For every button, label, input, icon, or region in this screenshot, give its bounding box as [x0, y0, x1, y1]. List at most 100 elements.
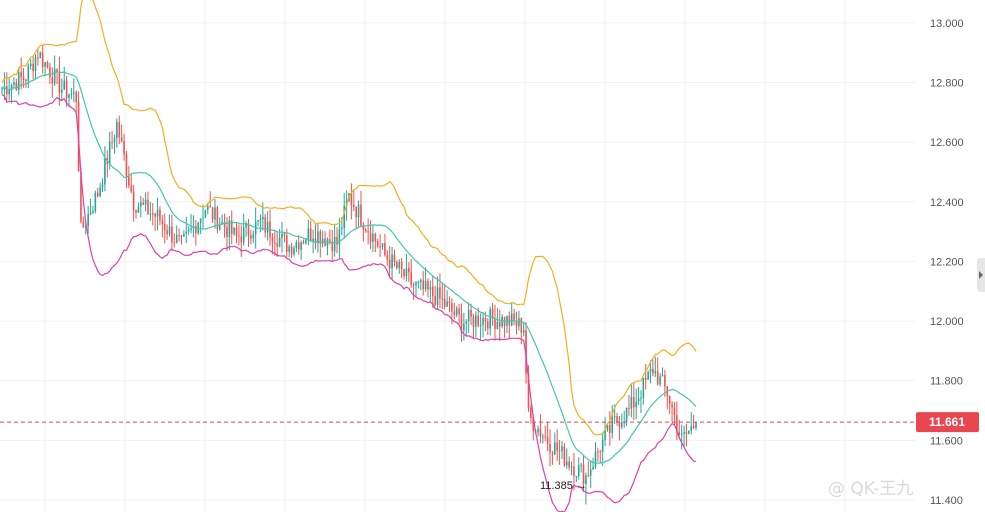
- candle-body: [671, 404, 673, 408]
- candle-body: [513, 313, 515, 321]
- candle-body: [357, 204, 360, 218]
- price-axis[interactable]: 13.000 12.800 12.600 12.400 12.200 12.000 11.8…: [930, 18, 964, 507]
- candle-body: [439, 287, 441, 299]
- candle-body: [41, 52, 44, 67]
- candle-body: [34, 57, 37, 72]
- candle-body: [147, 199, 149, 215]
- candle-body: [350, 192, 353, 205]
- candle-body: [470, 309, 472, 317]
- candle-body: [642, 377, 645, 398]
- candle-body: [520, 318, 523, 333]
- candle-body: [70, 93, 73, 95]
- candle-body: [44, 62, 46, 67]
- candle-body: [207, 206, 209, 210]
- candle-body: [630, 396, 633, 409]
- candle-body: [233, 227, 235, 234]
- candle-body: [434, 296, 436, 305]
- candle-body: [594, 451, 597, 467]
- candle-body: [475, 315, 477, 327]
- candle-body: [116, 122, 118, 139]
- candle-body: [613, 416, 616, 418]
- candle-body: [305, 240, 307, 244]
- candle-body: [446, 301, 448, 307]
- candle-body: [99, 187, 101, 196]
- candle-body: [92, 211, 94, 214]
- candle-body: [575, 475, 578, 477]
- candle-body: [8, 90, 10, 95]
- current-price-text: 11.661: [929, 415, 965, 429]
- candle-body: [422, 280, 424, 290]
- candle-body: [364, 229, 367, 232]
- candle-body: [551, 452, 554, 455]
- candle-body: [218, 224, 221, 230]
- candle-body: [173, 242, 176, 244]
- candle-body: [487, 321, 489, 329]
- candle-body: [226, 227, 228, 237]
- candle-body: [307, 228, 310, 241]
- candle-body: [216, 207, 219, 230]
- candle-body: [632, 396, 635, 408]
- candle-body: [680, 433, 683, 435]
- candle-body: [56, 68, 58, 72]
- candle-body: [20, 72, 22, 78]
- candle-body: [149, 213, 152, 215]
- candle-body: [29, 63, 32, 66]
- candle-body: [281, 233, 283, 238]
- candle-body: [412, 284, 415, 286]
- candle-body: [417, 281, 420, 283]
- candle-body: [640, 397, 642, 399]
- candle-body: [276, 243, 279, 247]
- candle-body: [522, 330, 525, 333]
- candle-body: [15, 82, 18, 91]
- candle-body: [240, 236, 243, 243]
- candle-body: [22, 77, 25, 80]
- candle-body: [396, 262, 398, 268]
- candle-body: [556, 442, 558, 451]
- candle-body: [664, 375, 666, 387]
- candle-body: [527, 373, 530, 409]
- candle-body: [573, 466, 575, 476]
- candle-body: [570, 466, 573, 468]
- candle-body: [128, 176, 130, 186]
- candle-body: [175, 234, 178, 243]
- bollinger-upper-line: [1, 0, 697, 436]
- candle-body: [360, 204, 362, 226]
- expand-panel-button[interactable]: [977, 258, 985, 292]
- candle-body: [498, 321, 501, 327]
- candle-body: [264, 216, 267, 233]
- candle-body: [558, 450, 561, 452]
- candle-body: [195, 226, 197, 234]
- candle-body: [530, 408, 532, 419]
- candle-body: [405, 268, 408, 277]
- candle-body: [144, 199, 147, 205]
- candle-body: [247, 223, 250, 236]
- candle-body: [465, 321, 468, 324]
- candle-body: [75, 92, 77, 103]
- candle-body: [458, 308, 460, 315]
- candle-body: [654, 370, 657, 374]
- candle-body: [135, 210, 137, 213]
- candle-body: [589, 469, 592, 476]
- candle-body: [544, 436, 547, 438]
- candle-body: [319, 231, 322, 244]
- candle-body: [424, 281, 427, 290]
- candle-body: [565, 461, 568, 466]
- candle-body: [183, 233, 185, 237]
- candle-body: [668, 396, 671, 405]
- candle-body: [599, 451, 602, 453]
- candle-body: [410, 272, 413, 285]
- candle-body: [166, 230, 168, 235]
- candle-body: [171, 226, 173, 243]
- candle-body: [290, 246, 293, 255]
- candle-body: [472, 316, 475, 327]
- candle-body: [692, 426, 695, 428]
- candle-body: [673, 407, 676, 416]
- y-tick-label: 12.800: [930, 78, 964, 90]
- candle-body: [369, 232, 372, 243]
- candle-body: [537, 428, 539, 433]
- candle-body: [132, 191, 135, 211]
- candle-body: [156, 209, 159, 217]
- candle-body: [656, 370, 659, 385]
- candle-body: [317, 231, 319, 244]
